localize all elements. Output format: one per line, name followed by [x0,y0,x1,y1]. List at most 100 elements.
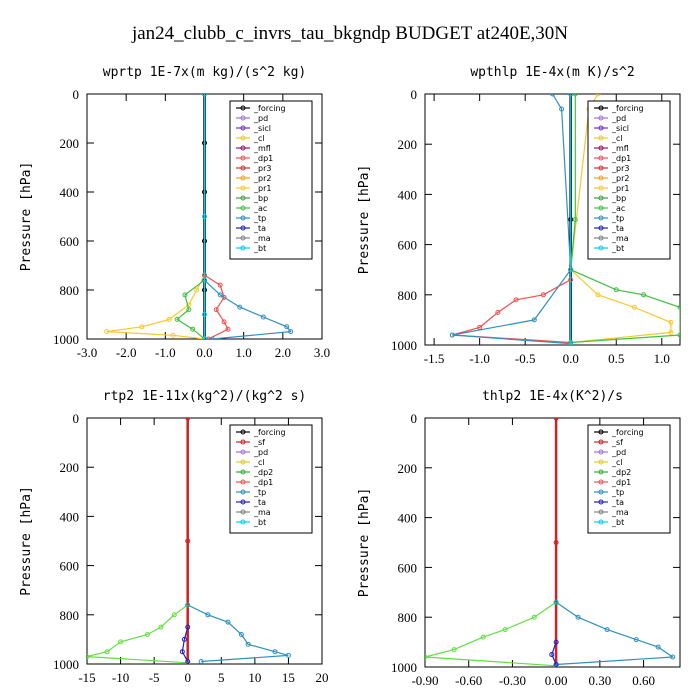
y-tick-label: 800 [60,608,80,623]
data-point [595,292,601,298]
x-tick-label: -1.5 [424,351,445,366]
figure-title: jan24_clubb_c_invrs_tau_bkgndp BUDGET at… [131,23,568,44]
legend-marker [598,125,604,131]
chart-panel-3: rtp2 1E-11x(kg^2)/(kg^2 s) Pressure [hPa]… [19,389,329,685]
y-tick-label: 400 [398,511,418,526]
legend-label: _dp1 [253,478,273,487]
data-point [202,94,207,97]
data-point [202,214,207,219]
legend-label: _bt [253,518,266,527]
panel-title: wpthlp 1E-4x(m K)/s^2 [470,65,634,80]
legend-marker [598,135,604,141]
data-point [186,307,192,313]
legend-label: _sicl [611,124,629,133]
data-point [202,336,207,339]
legend-label: _ta [611,498,624,507]
x-tick-label: 3.0 [314,345,330,360]
legend-marker [240,155,246,161]
legend-marker [240,519,246,525]
x-tick-label: 0 [184,670,191,685]
legend-marker [240,499,246,505]
legend-box [587,424,671,534]
legend-label: _bt [253,244,266,253]
series-line-tp [204,279,292,339]
panel-title: thlp2 1E-4x(K^2)/s [482,389,623,404]
legend-marker [598,245,604,251]
legend-label: _cl [611,134,623,143]
panel-title: wprtp 1E-7x(m kg)/(s^2 kg) [103,65,307,80]
data-point [225,619,231,625]
data-point [553,599,559,605]
data-point [553,639,559,645]
series-line-ta [181,626,189,662]
data-point [144,631,150,637]
y-tick-label: 0 [73,87,80,102]
data-point [181,636,187,642]
legend-marker [598,105,604,111]
legend-label: _pr2 [253,174,271,183]
series-line-ac [176,279,205,339]
legend-label: _pd [611,114,626,123]
data-point [104,649,110,655]
y-tick-label: 600 [60,559,80,574]
series-line-tp [452,94,572,345]
legend-marker [598,235,604,241]
data-point [205,612,211,618]
legend-marker [598,115,604,121]
x-tick-label: -2.0 [116,345,137,360]
data-point [553,418,559,421]
legend-label: _dp1 [611,154,631,163]
data-point [284,324,290,330]
legend-marker [240,245,246,251]
data-point [559,106,565,112]
data-point [217,282,223,288]
y-tick-label: 200 [398,461,418,476]
legend-marker [598,429,604,435]
legend-marker [240,185,246,191]
data-point [540,292,546,298]
legend-marker [598,479,604,485]
legend-label: _forcing [253,104,286,113]
data-point [174,316,180,322]
data-point [502,627,508,633]
y-tick-label: 1000 [391,660,417,675]
legend-label: _ma [253,508,271,517]
data-point [568,94,574,97]
data-point [185,659,191,664]
data-point [221,319,227,325]
data-point [260,314,266,320]
legend-label: _bp [253,194,268,203]
legend-marker [240,165,246,171]
legend-label: _forcing [611,104,644,113]
data-point [575,614,581,620]
data-point [495,309,501,315]
legend-label: _ma [611,508,629,517]
legend-label: _bt [611,518,624,527]
legend-marker [240,145,246,151]
data-point [238,631,244,637]
data-point [104,329,110,335]
data-point [182,292,188,298]
series-line-tp [555,601,675,666]
series-line-dp1 [87,604,189,664]
x-tick-label: 0.0 [196,345,212,360]
legend-marker [598,175,604,181]
x-tick-label: 2.0 [275,345,291,360]
legend-label: _ta [611,224,624,233]
legend-label: _cl [611,458,623,467]
legend-label: _pr1 [611,184,629,193]
chart-panel-4: thlp2 1E-4x(K^2)/s Pressure [hPa] 0 200 400 6… [357,389,681,688]
legend-marker [598,225,604,231]
x-tick-label: -1.0 [155,345,176,360]
legend-label: _bt [611,244,624,253]
legend-label: _ta [253,224,266,233]
data-point [185,418,191,421]
legend-marker [240,225,246,231]
x-tick-label: -5 [149,670,160,685]
data-point [531,614,537,620]
data-point [677,332,680,338]
data-point [245,641,251,647]
legend-marker [598,439,604,445]
data-point [205,336,211,339]
